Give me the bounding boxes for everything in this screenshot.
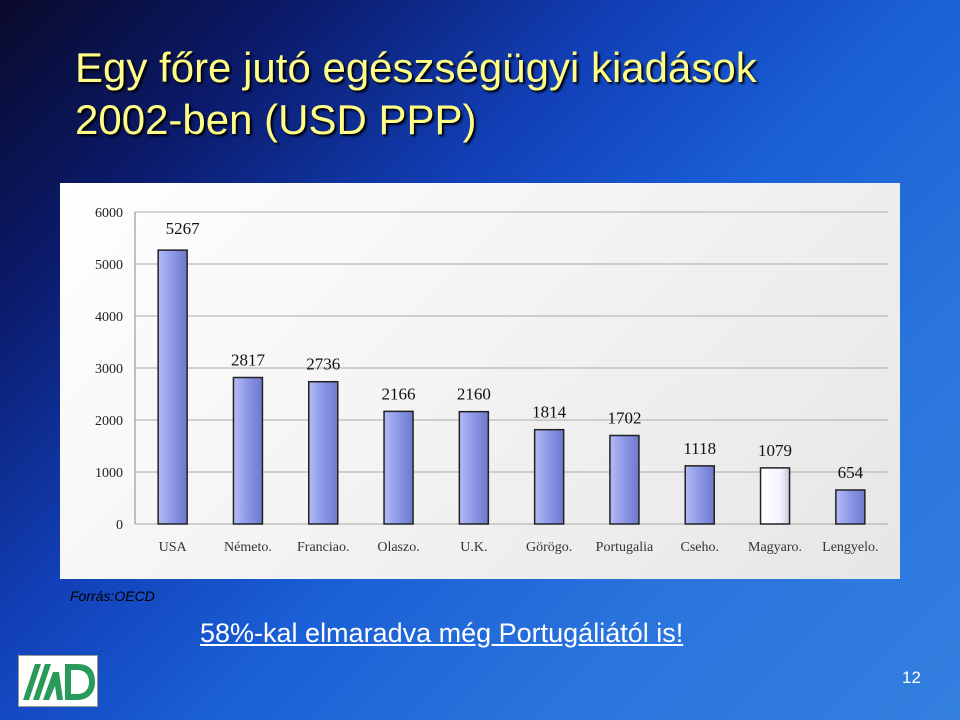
bar-1 [232, 376, 264, 525]
x-tick-6: Portugalia [596, 540, 654, 555]
x-tick-3: Olaszo. [377, 540, 419, 555]
x-tick-7: Cseho. [681, 540, 720, 555]
data-label-7: 1118 [683, 439, 716, 458]
y-tick-6: 6000 [95, 206, 123, 221]
y-tick-2: 2000 [95, 414, 123, 429]
bar-5 [533, 428, 565, 525]
data-labels: 5267 2817 2736 2166 2160 1814 1702 1118 1079 654 [166, 219, 864, 482]
source-note: Forrás:OECD [70, 588, 155, 604]
data-label-1: 2817 [231, 351, 266, 370]
title-line-1: Egy főre jutó egészségügyi kiadások [75, 44, 757, 91]
page-number: 12 [902, 668, 921, 687]
x-tick-1: Németo. [224, 540, 272, 555]
logo-icon [18, 655, 98, 707]
slide-title: Egy főre jutó egészségügyi kiadások 2002… [75, 42, 935, 146]
y-tick-5: 5000 [95, 258, 123, 273]
y-tick-0: 0 [116, 518, 123, 533]
y-tick-labels: 0 1000 2000 3000 4000 5000 6000 [95, 206, 123, 533]
bar-9 [835, 489, 866, 525]
x-tick-9: Lengyelo. [822, 540, 878, 555]
x-tick-labels: USA Németo. Franciao. Olaszo. U.K. Görögo. Por… [159, 540, 879, 555]
y-tick-3: 3000 [95, 362, 123, 377]
y-tick-1: 1000 [95, 466, 123, 481]
title-line-2: 2002-ben (USD PPP) [75, 96, 477, 143]
bar-7 [684, 465, 715, 525]
chart-area: 5267 2817 2736 2166 2160 1814 1702 1118 1079 654 … [60, 183, 900, 579]
data-label-8: 1079 [758, 441, 792, 460]
bar-4 [458, 410, 490, 525]
data-label-6: 1702 [607, 408, 641, 427]
x-tick-0: USA [159, 540, 188, 555]
x-tick-8: Magyaro. [748, 540, 802, 555]
data-label-0: 5267 [166, 219, 201, 238]
x-tick-5: Görögo. [526, 540, 572, 555]
bar-6 [609, 434, 640, 525]
bar-2 [308, 380, 339, 525]
y-tick-4: 4000 [95, 310, 123, 325]
x-tick-2: Franciao. [297, 540, 349, 555]
bars [157, 249, 866, 525]
bar-8 [759, 467, 791, 525]
footer-statement: 58%-kal elmaradva még Portugáliától is! [200, 618, 684, 648]
data-label-2: 2736 [306, 355, 340, 374]
bar-3 [383, 410, 414, 525]
data-label-9: 654 [838, 463, 864, 482]
x-tick-4: U.K. [460, 540, 487, 555]
data-label-4: 2160 [457, 385, 491, 404]
data-label-3: 2166 [382, 384, 416, 403]
data-label-5: 1814 [532, 403, 567, 422]
bar-0 [157, 249, 188, 525]
